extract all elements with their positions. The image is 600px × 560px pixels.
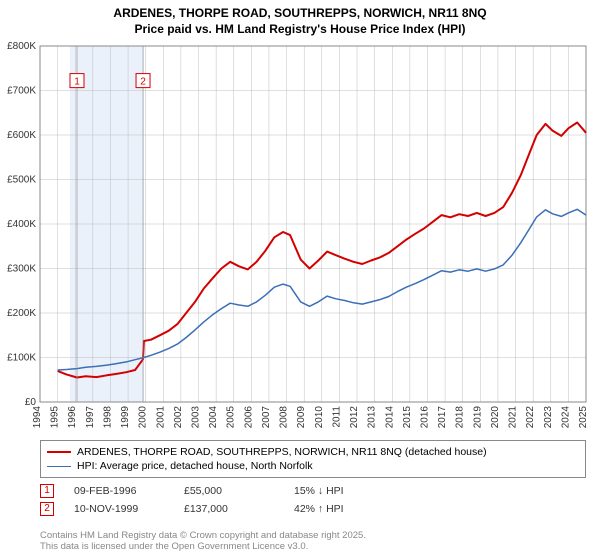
x-tick-label: 1994 <box>32 406 43 429</box>
x-tick-label: 2002 <box>173 406 184 429</box>
x-tick-label: 2001 <box>155 406 166 429</box>
x-tick-label: 1999 <box>120 406 131 429</box>
x-tick-label: 2015 <box>402 406 413 429</box>
x-tick-label: 2017 <box>437 406 448 429</box>
y-tick-label: £800K <box>7 41 36 52</box>
x-tick-label: 2013 <box>367 406 378 429</box>
x-tick-label: 2000 <box>138 406 149 429</box>
x-tick-label: 2020 <box>490 406 501 429</box>
x-tick-label: 1997 <box>85 406 96 429</box>
y-tick-label: £300K <box>7 264 36 275</box>
x-tick-label: 2004 <box>208 406 219 429</box>
legend-item: HPI: Average price, detached house, Nort… <box>47 459 579 473</box>
y-tick-label: £200K <box>7 308 36 319</box>
x-tick-label: 2006 <box>243 406 254 429</box>
sale-price: £55,000 <box>184 485 274 497</box>
x-tick-label: 1996 <box>67 406 78 429</box>
x-tick-label: 2003 <box>191 406 202 429</box>
sale-row: 1 09-FEB-1996 £55,000 15% ↓ HPI <box>40 482 384 500</box>
x-tick-label: 2024 <box>560 406 571 429</box>
x-tick-label: 2018 <box>455 406 466 429</box>
legend-item: ARDENES, THORPE ROAD, SOUTHREPPS, NORWIC… <box>47 445 579 459</box>
x-tick-label: 2022 <box>525 406 536 429</box>
attribution: Contains HM Land Registry data © Crown c… <box>40 530 366 552</box>
sale-marker: 1 <box>40 484 54 498</box>
chart-plot: £0£100K£200K£300K£400K£500K£600K£700K£80… <box>0 0 600 438</box>
sale-date: 10-NOV-1999 <box>74 503 164 515</box>
sale-delta: 15% ↓ HPI <box>294 485 384 497</box>
sales-footer: 1 09-FEB-1996 £55,000 15% ↓ HPI 2 10-NOV-1999… <box>40 482 384 518</box>
x-tick-label: 1995 <box>50 406 61 429</box>
x-tick-label: 2014 <box>384 406 395 429</box>
x-tick-label: 2009 <box>296 406 307 429</box>
x-tick-label: 2011 <box>331 406 342 428</box>
sale-marker: 2 <box>40 502 54 516</box>
x-tick-label: 2007 <box>261 406 272 429</box>
y-tick-label: £600K <box>7 130 36 141</box>
sale-row: 2 10-NOV-1999 £137,000 42% ↑ HPI <box>40 500 384 518</box>
attribution-line-1: Contains HM Land Registry data © Crown c… <box>40 530 366 541</box>
sale-delta: 42% ↑ HPI <box>294 503 384 515</box>
chart-container: ARDENES, THORPE ROAD, SOUTHREPPS, NORWIC… <box>0 0 600 560</box>
attribution-line-2: This data is licensed under the Open Gov… <box>40 541 366 552</box>
x-tick-label: 2021 <box>508 406 519 429</box>
legend-swatch <box>47 466 71 467</box>
marker-number: 2 <box>140 77 146 88</box>
marker-number: 1 <box>74 77 80 88</box>
x-tick-label: 1998 <box>102 406 113 429</box>
x-tick-label: 2019 <box>472 406 483 429</box>
y-tick-label: £700K <box>7 86 36 97</box>
x-tick-label: 2025 <box>578 406 589 429</box>
legend-swatch <box>47 451 71 453</box>
x-tick-label: 2005 <box>226 406 237 429</box>
legend-label: HPI: Average price, detached house, Nort… <box>77 460 313 472</box>
sale-date: 09-FEB-1996 <box>74 485 164 497</box>
x-tick-label: 2008 <box>279 406 290 429</box>
legend-label: ARDENES, THORPE ROAD, SOUTHREPPS, NORWIC… <box>77 446 487 458</box>
x-tick-label: 2016 <box>419 406 430 429</box>
x-tick-label: 2023 <box>543 406 554 429</box>
x-tick-label: 2012 <box>349 406 360 429</box>
y-tick-label: £400K <box>7 219 36 230</box>
y-tick-label: £100K <box>7 353 36 364</box>
y-tick-label: £500K <box>7 175 36 186</box>
x-tick-label: 2010 <box>314 406 325 429</box>
sale-price: £137,000 <box>184 503 274 515</box>
legend: ARDENES, THORPE ROAD, SOUTHREPPS, NORWIC… <box>40 440 586 478</box>
